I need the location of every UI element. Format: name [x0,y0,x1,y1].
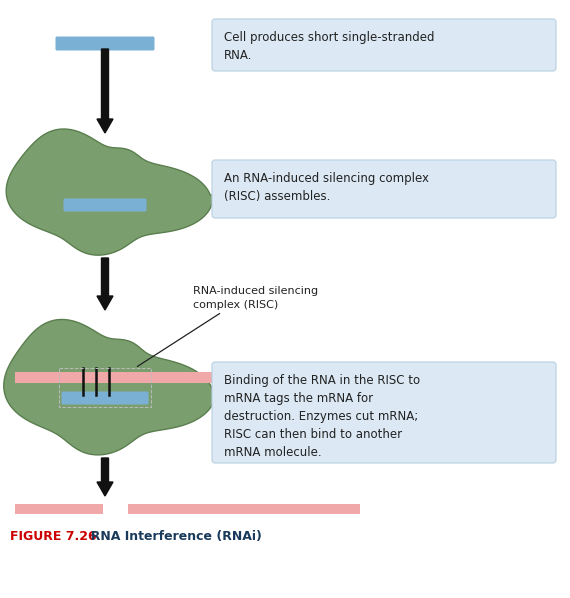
FancyArrow shape [97,49,113,133]
Text: Binding of the RNA in the RISC to
mRNA tags the mRNA for
destruction. Enzymes cu: Binding of the RNA in the RISC to mRNA t… [224,374,420,459]
Text: RNA Interference (RNAi): RNA Interference (RNAi) [82,530,262,543]
Bar [15,504,103,514]
FancyBboxPatch shape [212,362,556,463]
Text: Cell produces short single-stranded
RNA.: Cell produces short single-stranded RNA. [224,31,434,62]
FancyArrow shape [97,258,113,310]
Text: An RNA-induced silencing complex
(RISC) assembles.: An RNA-induced silencing complex (RISC) … [224,172,429,203]
FancyBboxPatch shape [55,36,154,50]
FancyBboxPatch shape [212,160,556,218]
Polygon shape [4,319,215,455]
Bar [128,504,360,514]
FancyArrow shape [97,458,113,496]
FancyBboxPatch shape [63,199,146,212]
FancyBboxPatch shape [212,19,556,71]
Text: RNA-induced silencing
complex (RISC): RNA-induced silencing complex (RISC) [193,286,318,310]
Bar [15,372,360,383]
Polygon shape [6,129,213,255]
FancyBboxPatch shape [62,392,149,404]
Text: FIGURE 7.26: FIGURE 7.26 [10,530,97,543]
